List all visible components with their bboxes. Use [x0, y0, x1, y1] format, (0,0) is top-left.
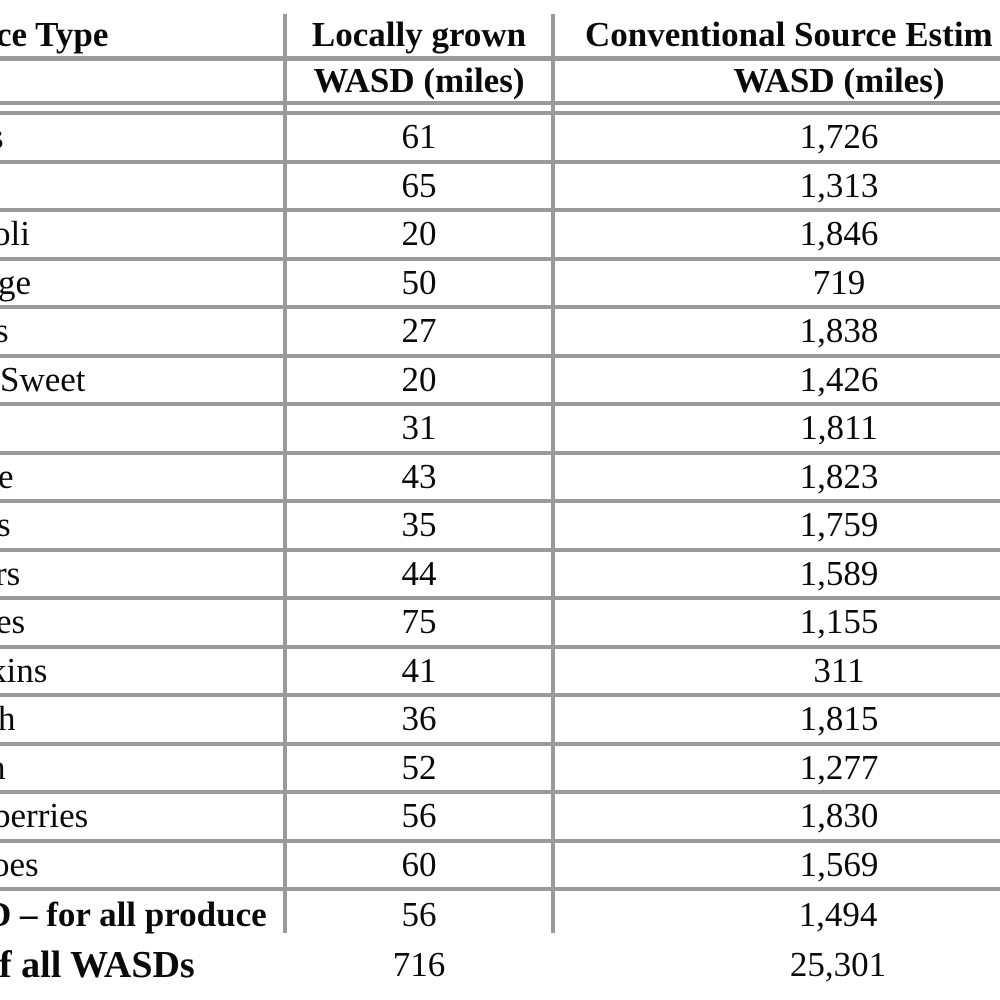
table-row: oli 20 1,846: [0, 210, 1000, 261]
local-wasd-cell: 41: [285, 646, 555, 697]
table-row: ge 50 719: [0, 258, 1000, 309]
table-row: s 61 1,726: [0, 113, 1000, 164]
produce-type-cell: D – for all produce: [0, 894, 267, 934]
local-wasd-cell: 31: [285, 404, 555, 455]
local-wasd-cell: 60: [285, 840, 555, 891]
produce-type-cell: e: [0, 452, 287, 503]
conventional-wasd-cell: 1,823: [553, 452, 1000, 503]
conventional-wasd-cell: 719: [553, 258, 1000, 309]
conventional-wasd-cell: 1,811: [553, 404, 1000, 455]
conventional-wasd-cell: 1,759: [553, 501, 1000, 552]
local-wasd-cell: 20: [285, 355, 555, 406]
table-row: h 52 1,277: [0, 743, 1000, 794]
local-wasd-cell: 43: [285, 452, 555, 503]
conventional-wasd-cell: 1,846: [553, 210, 1000, 261]
conventional-wasd-cell: 1,426: [553, 355, 1000, 406]
produce-type-cell: rs: [0, 549, 287, 600]
produce-type-cell: s: [0, 307, 287, 358]
local-wasd-cell: 56: [285, 792, 555, 843]
table-row: kins 41 311: [0, 646, 1000, 697]
local-wasd-cell: 27: [285, 307, 555, 358]
table-row: berries 56 1,830: [0, 792, 1000, 843]
table-row: rs 44 1,589: [0, 549, 1000, 600]
conventional-wasd-cell: 1,589: [553, 549, 1000, 600]
conventional-wasd-cell: 1,726: [553, 113, 1000, 164]
local-wasd-cell: 61: [285, 113, 555, 164]
local-wasd-cell: 36: [285, 695, 555, 746]
local-wasd-cell: 20: [285, 210, 555, 261]
table-row: es 75 1,155: [0, 598, 1000, 649]
produce-type-cell: es: [0, 598, 287, 649]
column-divider-stub: [551, 891, 555, 933]
table-row: s 35 1,759: [0, 501, 1000, 552]
conventional-wasd-cell: 1,569: [553, 840, 1000, 891]
conventional-wasd-cell: 1,155: [553, 598, 1000, 649]
wasd-table: ce Type Locally grown Conventional Sourc…: [0, 14, 1000, 992]
local-wasd-cell: 52: [285, 743, 555, 794]
double-rule: [0, 101, 1000, 115]
produce-type-cell: [0, 404, 287, 455]
conventional-wasd-cell: 25,301: [789, 945, 887, 984]
produce-type-cell: berries: [0, 792, 287, 843]
produce-type-cell: s: [0, 113, 287, 164]
conventional-source-header: Conventional Source Estim: [553, 14, 1000, 61]
local-wasd-cell: 75: [285, 598, 555, 649]
produce-type-cell: ge: [0, 258, 287, 309]
produce-type-cell: f all WASDs: [0, 944, 195, 986]
conventional-wasd-cell: 1,277: [553, 743, 1000, 794]
conventional-wasd-cell: 311: [553, 646, 1000, 697]
table-row: oes 60 1,569: [0, 840, 1000, 891]
local-wasd-cell: 44: [285, 549, 555, 600]
local-wasd-cell: 65: [285, 161, 555, 212]
locally-grown-header: Locally grown: [285, 14, 555, 61]
produce-type-cell: h: [0, 743, 287, 794]
table-row-sum-wasds: f all WASDs 716 25,301: [0, 938, 1000, 992]
produce-type-subheader: [0, 58, 287, 103]
table-row: h 36 1,815: [0, 695, 1000, 746]
table-row: 31 1,811: [0, 404, 1000, 455]
conventional-wasd-cell: 1,815: [553, 695, 1000, 746]
subheader-row: WASD (miles) WASD (miles): [0, 58, 1000, 103]
table-row-wasd-all-produce: D – for all produce 56 1,494: [0, 889, 1000, 938]
local-wasd-cell: 35: [285, 501, 555, 552]
table-row: s 27 1,838: [0, 307, 1000, 358]
produce-type-cell: h: [0, 695, 287, 746]
conventional-wasd-cell: 1,838: [553, 307, 1000, 358]
produce-type-cell: oli: [0, 210, 287, 261]
header-row: ce Type Locally grown Conventional Sourc…: [0, 14, 1000, 61]
local-wasd-cell: 716: [392, 945, 446, 984]
produce-type-cell: kins: [0, 646, 287, 697]
conventional-wasd-cell: 1,313: [553, 161, 1000, 212]
table-row: 65 1,313: [0, 161, 1000, 212]
produce-type-cell: oes: [0, 840, 287, 891]
local-wasd-cell: 50: [285, 258, 555, 309]
conventional-wasd-cell: 1,830: [553, 792, 1000, 843]
local-wasd-subheader: WASD (miles): [285, 58, 555, 103]
local-wasd-cell: 56: [401, 894, 437, 934]
produce-type-cell: s: [0, 501, 287, 552]
produce-type-cell: [0, 161, 287, 212]
table-row: Sweet 20 1,426: [0, 355, 1000, 406]
column-divider-stub: [283, 891, 287, 933]
conventional-wasd-subheader: WASD (miles): [733, 61, 945, 100]
table-row: e 43 1,823: [0, 452, 1000, 503]
produce-type-cell: Sweet: [0, 355, 287, 406]
conventional-wasd-cell: 1,494: [798, 894, 878, 934]
produce-type-header: ce Type: [0, 14, 287, 61]
